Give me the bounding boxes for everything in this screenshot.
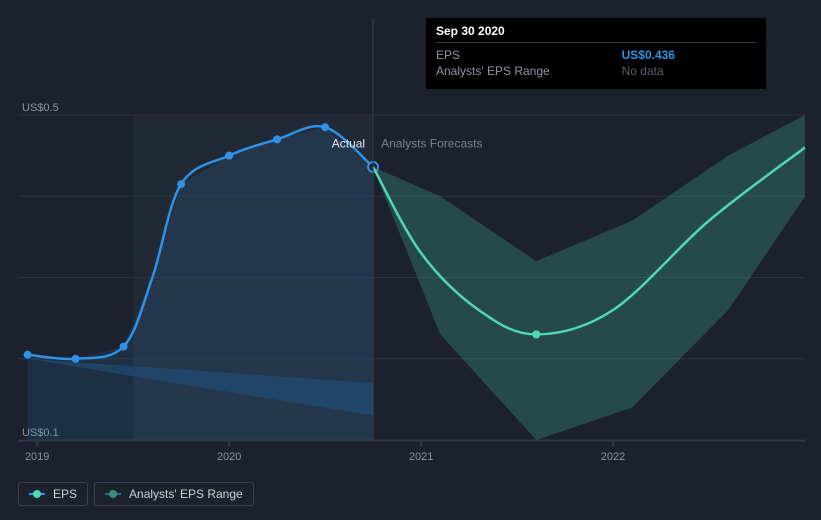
legend-item[interactable]: Analysts' EPS Range	[94, 482, 254, 506]
actual-label: Actual	[332, 136, 365, 150]
eps-marker	[24, 351, 32, 359]
x-tick-label: 2022	[601, 451, 625, 463]
eps-marker	[72, 355, 80, 363]
x-tick-label: 2021	[409, 451, 433, 463]
tooltip-row-value: No data	[622, 63, 756, 79]
chart-tooltip: Sep 30 2020 EPSUS$0.436Analysts' EPS Ran…	[426, 18, 766, 89]
forecast-label: Analysts Forecasts	[381, 136, 482, 150]
tooltip-row-label: Analysts' EPS Range	[436, 63, 622, 79]
tooltip-title: Sep 30 2020	[436, 24, 756, 38]
eps-marker	[177, 180, 185, 188]
eps-marker	[321, 123, 329, 131]
tooltip-row-value: US$0.436	[622, 47, 756, 63]
eps-chart: { "chart": { "type": "line+area", "width…	[0, 0, 821, 520]
forecast-range-band	[373, 115, 805, 440]
eps-marker	[273, 135, 281, 143]
y-tick-label: US$0.5	[22, 102, 59, 114]
eps-marker	[225, 152, 233, 160]
legend-label: EPS	[53, 487, 77, 501]
eps-marker	[120, 343, 128, 351]
forecast-marker	[532, 330, 540, 338]
legend-label: Analysts' EPS Range	[129, 487, 243, 501]
legend-swatch	[29, 490, 45, 498]
legend-item[interactable]: EPS	[18, 482, 88, 506]
x-tick-label: 2020	[217, 451, 241, 463]
chart-legend: EPS Analysts' EPS Range	[18, 482, 254, 506]
tooltip-row-label: EPS	[436, 47, 622, 63]
x-tick-label: 2019	[25, 451, 49, 463]
legend-swatch	[105, 490, 121, 498]
eps-area	[28, 127, 374, 440]
